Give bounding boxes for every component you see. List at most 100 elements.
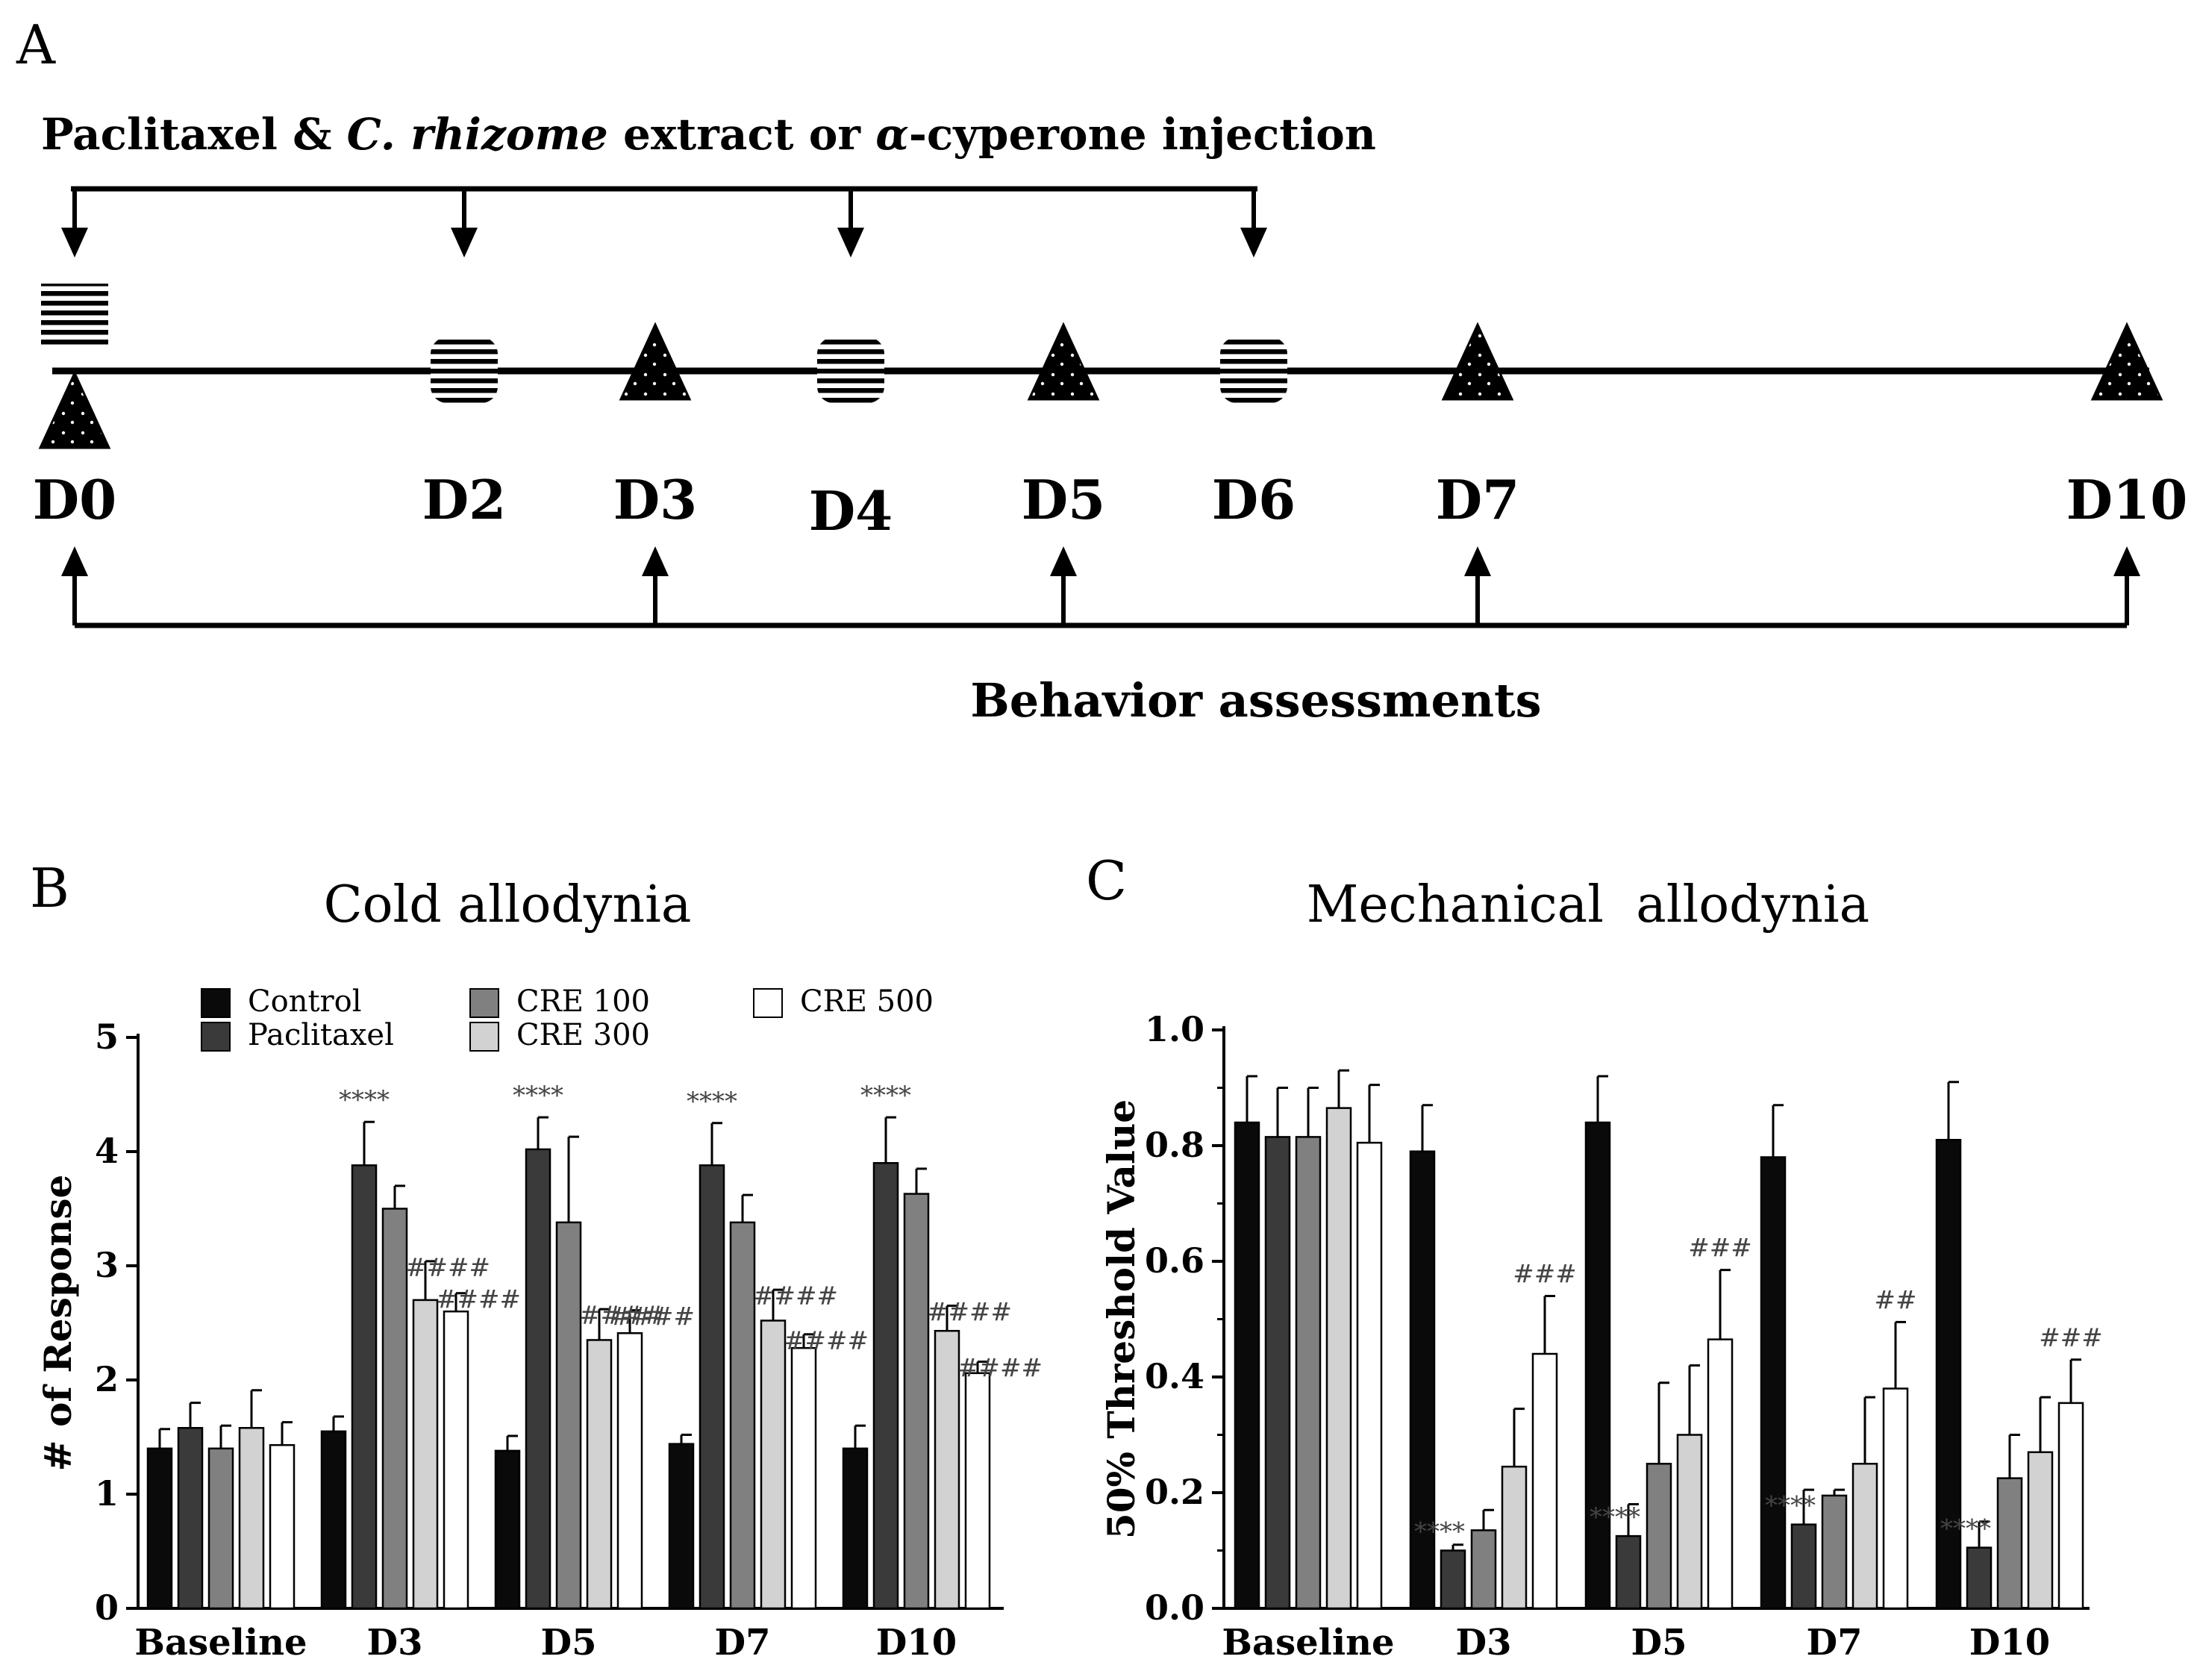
chart-b-bar-baseline-cre-100 [207,1447,234,1610]
assessment-marker-d0 [38,370,111,449]
chart-c-bar-d10-cre-300 [2027,1451,2054,1610]
assessment-marker-d5 [1027,322,1100,401]
day-label-d6: D6 [1212,468,1296,531]
chart-c-annotation-3: **** [1940,1514,1991,1544]
chart-b-annotation-4: #### [405,1253,490,1283]
assessment-marker-d10 [2090,322,2163,401]
chart-c-ylabel: 50% Threshold Value [1099,1099,1143,1539]
chart-c-bar-d7-cre-500 [1882,1387,1909,1610]
chart-c-bar-d10-control [1935,1139,1962,1610]
chart-b-bar-baseline-control [146,1447,173,1610]
chart-b-xtick-label-baseline: Baseline [134,1622,307,1664]
chart-c-annotation-6: ## [1875,1285,1917,1315]
assessment-arrow-head-2 [1050,546,1077,576]
chart-b-bar-d5-paclitaxel [525,1148,551,1610]
chart-b-annotation-3: **** [860,1081,911,1111]
panel-b-title: Cold allodynia [324,875,692,934]
chart-b-xtick-label-d10: D10 [876,1622,957,1664]
injection-marker-d2 [431,337,498,403]
chart-b-bar-d7-cre-300 [760,1320,787,1610]
chart-b-bar-baseline-cre-500 [269,1443,296,1610]
day-label-d3: D3 [613,468,698,531]
chart-c-bar-d7-control [1760,1156,1787,1610]
legend-label-cre-300: CRE 300 [516,1018,650,1052]
panel-a-timeline: A Paclitaxel & C. rhizome extract or α-c… [16,13,2187,728]
chart-b-xtick-label-d7: D7 [714,1622,770,1664]
chart-b-ylabel: # of Response [36,1175,80,1472]
legend-label-cre-500: CRE 500 [800,984,934,1019]
chart-b-bar-d5-control [494,1449,521,1610]
chart-c-bar-baseline-cre-500 [1356,1141,1383,1610]
chart-c-ytick-label-3: 0.6 [1145,1240,1204,1281]
chart-c-bar-d10-cre-100 [1996,1477,2023,1610]
chart-c-annotation-2: **** [1765,1491,1816,1521]
injection-marker-d4 [817,337,884,403]
chart-c-ytick-label-5: 1.0 [1145,1009,1204,1049]
panel-c-mechanical-allodynia: C Mechanical allodynia 0.0 0.2 0.4 0.6 0.8 1.… [1086,849,2103,1664]
chart-c-bar-d7-paclitaxel [1790,1523,1817,1610]
chart-c-ytick-label-1: 0.2 [1145,1472,1204,1512]
chart-c: 0.0 0.2 0.4 0.6 0.8 1.0 50% Threshold Value Bas… [1099,1009,2103,1664]
assessment-arrow-head-4 [2113,546,2140,576]
chart-b-annotation-0: **** [339,1085,390,1115]
chart-b-xtick-label-d5: D5 [540,1622,596,1664]
injection-marker-d0 [41,284,108,349]
day-label-d4: D4 [809,479,893,543]
chart-c-annotation-0: **** [1414,1517,1465,1547]
chart-b-annotation-8: #### [753,1281,838,1311]
chart-c-bar-d5-cre-500 [1707,1338,1734,1610]
injection-arrow-head-1 [451,228,478,257]
chart-b-bar-d3-control [320,1430,347,1610]
assessment-marker-d7 [1441,322,1514,401]
chart-b-ytick-label-4: 4 [95,1131,119,1171]
chart-c-bar-baseline-control [1234,1121,1260,1610]
day-label-d0: D0 [33,468,117,531]
chart-b-annotation-11: #### [957,1354,1043,1384]
legend-label-control: Control [248,984,362,1019]
chart-c-xtick-label-d10: D10 [1969,1622,2050,1664]
chart-b-annotation-7: #### [610,1302,695,1332]
assessment-arrows [61,546,2140,628]
assessment-marker-d3 [619,322,692,401]
assessment-arrow-head-3 [1464,546,1491,576]
panel-c-title: Mechanical allodynia [1307,875,1869,934]
chart-c-ytick-label-4: 0.8 [1145,1125,1204,1165]
legend-swatch-control [201,988,231,1018]
panel-b-label: B [30,857,69,919]
chart-b-ytick-label-3: 3 [95,1245,119,1285]
chart-b-ytick-label-1: 1 [95,1473,119,1514]
injection-arrow-head-2 [837,228,864,257]
day-labels: D0 D2 D3 D4 D5 D6 D7 D10 [33,468,2188,543]
day-label-d7: D7 [1436,468,1520,531]
chart-c-xtick-label-d5: D5 [1631,1622,1687,1664]
chart-b-bar-d10-paclitaxel [872,1162,899,1610]
timeline-axis [38,284,2163,449]
chart-c-ytick-label-0: 0.0 [1145,1587,1204,1628]
legend-swatch-cre-500 [753,988,783,1018]
chart-b-bar-d5-cre-100 [555,1221,582,1610]
chart-b-annotation-10: #### [927,1298,1012,1328]
chart-c-bar-d3-paclitaxel [1440,1549,1466,1610]
legend-label-cre-100: CRE 100 [516,984,650,1019]
chart-c-xtick-label-d7: D7 [1806,1622,1862,1664]
legend-swatch-cre-300 [469,1022,499,1052]
chart-b-bar-d7-cre-500 [790,1346,817,1610]
legend-swatch-cre-100 [469,988,499,1018]
panel-a-label: A [16,13,56,76]
assessment-arrow-head-0 [61,546,88,576]
chart-c-bar-d5-cre-100 [1646,1463,1672,1610]
chart-b-annotation-1: **** [513,1081,563,1111]
chart-c-bar-d3-control [1409,1150,1436,1610]
chart-c-bar-d10-cre-500 [2057,1402,2084,1610]
chart-c-bar-d5-cre-300 [1676,1434,1703,1610]
chart-b-bar-d10-cre-100 [903,1193,930,1610]
chart-c-xtick-label-d3: D3 [1455,1622,1511,1664]
chart-c-bar-d7-cre-100 [1821,1494,1848,1610]
chart-c-bar-baseline-cre-300 [1325,1107,1352,1610]
chart-b-annotation-5: #### [436,1285,521,1315]
chart-b-ytick-label-5: 5 [95,1017,119,1057]
chart-c-bar-d7-cre-300 [1851,1463,1878,1610]
chart-b-bar-d3-cre-500 [443,1310,469,1610]
